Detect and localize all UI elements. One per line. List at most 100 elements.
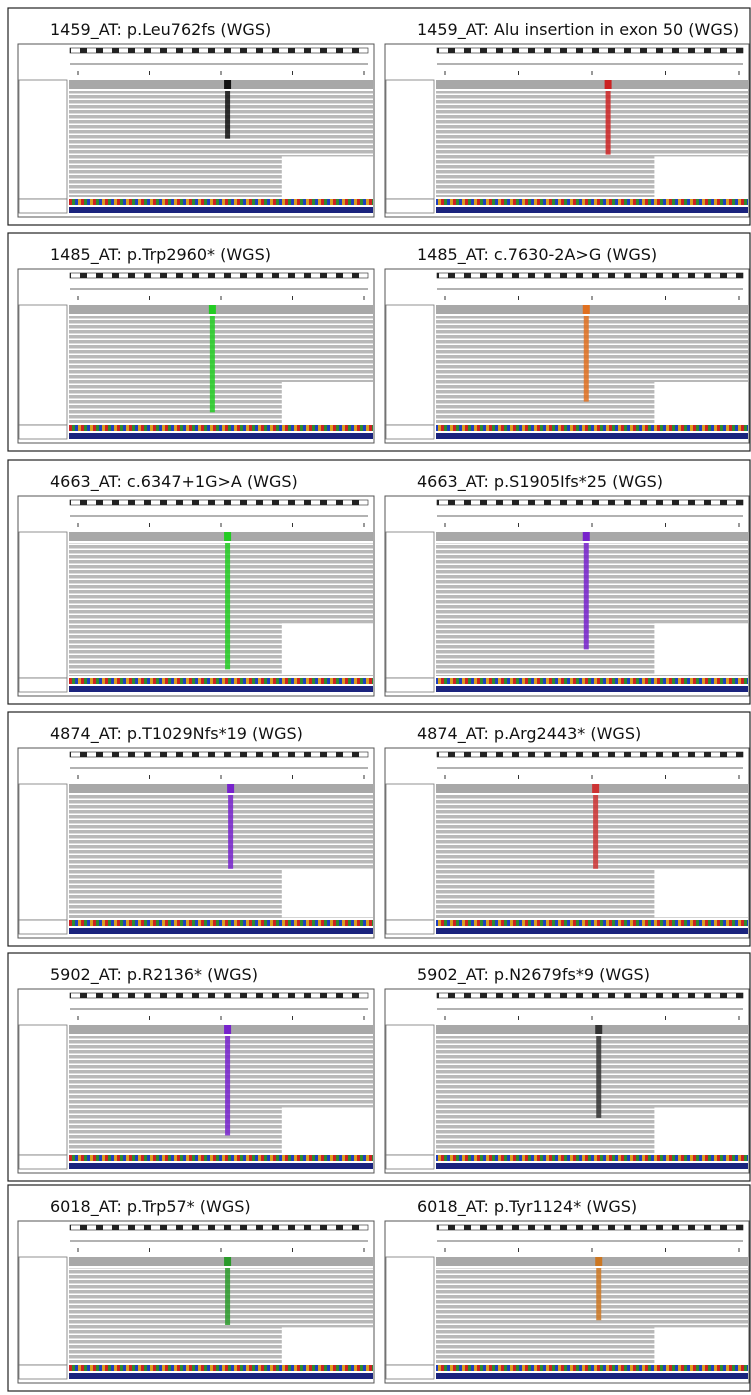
variant-column	[209, 316, 215, 413]
gene-track	[69, 207, 373, 213]
track-names-bottom	[18, 198, 68, 214]
gene-track	[69, 686, 373, 692]
coverage-track	[69, 1257, 373, 1266]
variant-coverage	[224, 532, 232, 541]
chromosome-ideogram	[69, 47, 369, 54]
track-names-bottom	[385, 1154, 435, 1170]
read-gap	[654, 382, 748, 424]
igv-screenshot	[384, 268, 750, 444]
variant-column	[596, 1036, 602, 1118]
sequence-track	[436, 425, 748, 431]
panel-title: 1485_AT: c.7630-2A>G (WGS)	[417, 245, 657, 265]
track-names-bottom	[18, 919, 68, 935]
read-gap	[654, 869, 748, 918]
igv-screenshot	[17, 495, 375, 697]
track-names-bottom	[385, 677, 435, 693]
panel-title: 6018_AT: p.Tyr1124* (WGS)	[417, 1197, 637, 1217]
chromosome-ideogram	[436, 499, 744, 506]
track-names	[18, 531, 68, 679]
variant-coverage	[582, 305, 590, 314]
track-names	[385, 783, 435, 921]
read-gap	[654, 156, 748, 199]
variant-column	[583, 543, 589, 650]
sequence-track	[436, 199, 748, 205]
panel-frame	[7, 1184, 751, 1392]
sequence-track	[69, 1155, 373, 1161]
igv-screenshot	[384, 1220, 750, 1384]
igv-screenshot	[384, 747, 750, 939]
sequence-track	[436, 678, 748, 684]
variant-coverage	[604, 80, 612, 89]
chromosome-ideogram	[69, 1224, 369, 1231]
chromosome-ideogram	[436, 1224, 744, 1231]
coverage-track	[436, 305, 748, 314]
panel-title: 5902_AT: p.N2679fs*9 (WGS)	[417, 965, 650, 985]
igv-screenshot	[17, 988, 375, 1174]
panel-title: 4663_AT: c.6347+1G>A (WGS)	[50, 472, 298, 492]
chromosome-ideogram	[69, 499, 369, 506]
variant-column	[225, 1268, 231, 1325]
sequence-track	[436, 920, 748, 926]
igv-screenshot	[17, 268, 375, 444]
panel-title: 4663_AT: p.S1905Ifs*25 (WGS)	[417, 472, 663, 492]
track-names	[18, 783, 68, 921]
chromosome-ideogram	[436, 272, 744, 279]
gene-track	[69, 1373, 373, 1379]
gene-track	[69, 1163, 373, 1169]
variant-column	[593, 795, 599, 869]
panel-frame	[7, 459, 751, 705]
variant-column	[225, 543, 231, 670]
read-gap	[281, 1107, 373, 1153]
variant-column	[596, 1268, 602, 1321]
coverage-track	[436, 784, 748, 793]
gene-track	[69, 433, 373, 439]
gene-track	[436, 207, 748, 213]
coverage-track	[436, 1257, 748, 1266]
chromosome-ideogram	[69, 992, 369, 999]
chromosome-ideogram	[436, 751, 744, 758]
panel-frame	[7, 711, 751, 947]
sequence-track	[436, 1155, 748, 1161]
sequence-track	[69, 199, 373, 205]
gene-track	[436, 686, 748, 692]
track-names	[385, 79, 435, 200]
track-names-bottom	[385, 424, 435, 440]
panel-frame	[7, 952, 751, 1182]
track-names	[385, 304, 435, 426]
panel-title: 1485_AT: p.Trp2960* (WGS)	[50, 245, 271, 265]
coverage-track	[69, 80, 373, 89]
igv-screenshot	[17, 1220, 375, 1384]
panel-frame	[7, 232, 751, 452]
chromosome-ideogram	[436, 47, 744, 54]
read-gap	[654, 623, 748, 675]
coverage-track	[69, 1025, 373, 1034]
coverage-track	[436, 532, 748, 541]
variant-column	[605, 91, 611, 155]
variant-column	[225, 1036, 231, 1136]
variant-coverage	[224, 1257, 232, 1266]
panel-title: 4874_AT: p.Arg2443* (WGS)	[417, 724, 641, 744]
variant-coverage	[224, 80, 232, 89]
track-names-bottom	[18, 1364, 68, 1380]
track-names-bottom	[385, 1364, 435, 1380]
read-gap	[281, 156, 373, 199]
read-gap	[281, 382, 373, 424]
track-names	[18, 1024, 68, 1156]
sequence-track	[69, 425, 373, 431]
track-names-bottom	[18, 677, 68, 693]
coverage-track	[69, 305, 373, 314]
igv-screenshot	[384, 495, 750, 697]
sequence-track	[69, 678, 373, 684]
gene-track	[436, 1163, 748, 1169]
track-names	[18, 1256, 68, 1366]
coverage-track	[69, 784, 373, 793]
variant-coverage	[224, 1025, 232, 1034]
gene-track	[436, 433, 748, 439]
igv-screenshot	[384, 43, 750, 218]
track-names	[18, 79, 68, 200]
track-names	[385, 531, 435, 679]
panel-title: 1459_AT: Alu insertion in exon 50 (WGS)	[417, 20, 739, 40]
igv-screenshot	[17, 747, 375, 939]
